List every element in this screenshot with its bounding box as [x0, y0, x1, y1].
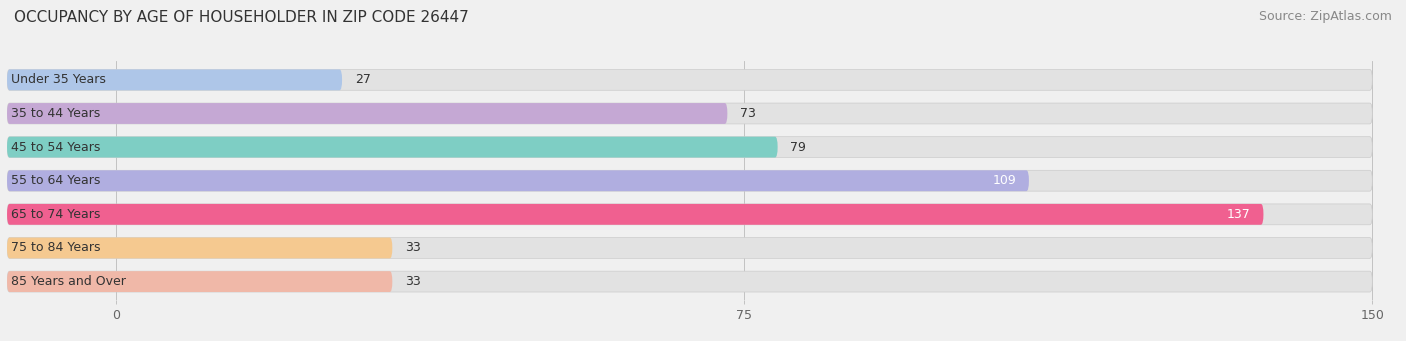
FancyBboxPatch shape	[7, 170, 1372, 191]
FancyBboxPatch shape	[7, 238, 1372, 258]
FancyBboxPatch shape	[7, 103, 727, 124]
Text: 45 to 54 Years: 45 to 54 Years	[11, 140, 101, 153]
FancyBboxPatch shape	[7, 137, 778, 158]
Text: 109: 109	[993, 174, 1017, 187]
Text: 85 Years and Over: 85 Years and Over	[11, 275, 127, 288]
Text: 137: 137	[1227, 208, 1251, 221]
FancyBboxPatch shape	[7, 170, 1029, 191]
Text: Source: ZipAtlas.com: Source: ZipAtlas.com	[1258, 10, 1392, 23]
FancyBboxPatch shape	[7, 70, 1372, 90]
Text: 79: 79	[790, 140, 806, 153]
Text: 27: 27	[354, 73, 371, 86]
FancyBboxPatch shape	[7, 103, 1372, 124]
Text: 33: 33	[405, 241, 420, 254]
Text: 35 to 44 Years: 35 to 44 Years	[11, 107, 100, 120]
Text: 65 to 74 Years: 65 to 74 Years	[11, 208, 101, 221]
FancyBboxPatch shape	[7, 271, 392, 292]
FancyBboxPatch shape	[7, 238, 392, 258]
Text: 55 to 64 Years: 55 to 64 Years	[11, 174, 101, 187]
Text: 73: 73	[740, 107, 756, 120]
FancyBboxPatch shape	[7, 204, 1264, 225]
Text: 33: 33	[405, 275, 420, 288]
FancyBboxPatch shape	[7, 70, 342, 90]
FancyBboxPatch shape	[7, 271, 1372, 292]
Text: Under 35 Years: Under 35 Years	[11, 73, 105, 86]
Text: 75 to 84 Years: 75 to 84 Years	[11, 241, 101, 254]
FancyBboxPatch shape	[7, 204, 1372, 225]
FancyBboxPatch shape	[7, 137, 1372, 158]
Text: OCCUPANCY BY AGE OF HOUSEHOLDER IN ZIP CODE 26447: OCCUPANCY BY AGE OF HOUSEHOLDER IN ZIP C…	[14, 10, 468, 25]
